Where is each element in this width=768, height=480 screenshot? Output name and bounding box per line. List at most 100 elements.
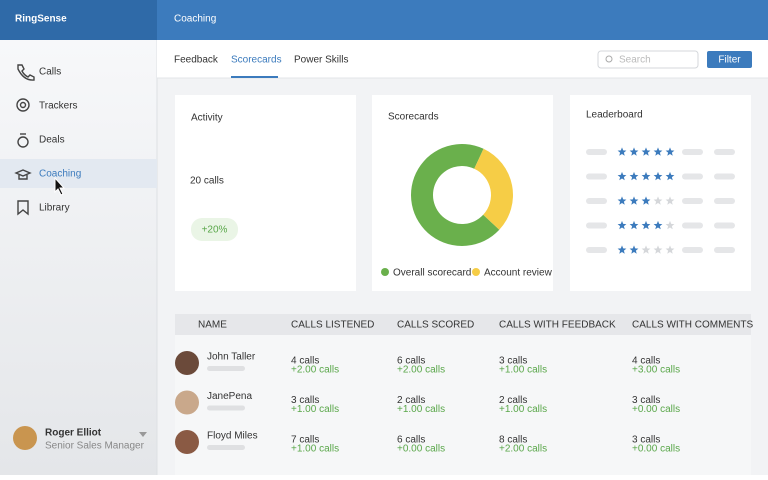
star [629, 245, 639, 254]
column-header: CALLS WITH FEEDBACK [499, 320, 616, 331]
nav-icons [14, 64, 35, 216]
cell-value: 7 calls [291, 435, 319, 446]
donut-segment [474, 148, 513, 230]
placeholder-bar [682, 149, 703, 155]
star [629, 220, 639, 230]
tab[interactable]: Power Skills [294, 55, 348, 66]
table-body-bg [175, 335, 751, 475]
star [665, 147, 675, 156]
star-rating [617, 196, 675, 205]
star [617, 171, 627, 181]
cell-change: +0.00 calls [397, 444, 445, 455]
star [617, 196, 627, 205]
placeholder-bar [207, 405, 245, 411]
star [641, 171, 651, 181]
cell-value: 2 calls [499, 395, 527, 406]
star [665, 171, 675, 181]
card-title: Leaderboard [586, 110, 643, 121]
row-avatar [175, 430, 199, 454]
star [665, 220, 675, 230]
logo: RingSense [15, 14, 67, 25]
column-header: NAME [198, 320, 227, 331]
donut-segment [411, 143, 500, 246]
user-avatar [13, 426, 37, 450]
legend-dot [381, 268, 389, 276]
placeholder-bar [714, 222, 735, 229]
star [653, 220, 663, 230]
placeholder-bar [682, 173, 703, 180]
tab-underline [231, 76, 278, 78]
cell-value: 2 calls [397, 395, 425, 406]
nav-item[interactable]: Trackers [39, 101, 78, 112]
star [629, 147, 639, 156]
star [641, 147, 651, 156]
filter-button[interactable] [707, 51, 752, 68]
star-rating [617, 147, 675, 156]
star-rating [617, 220, 675, 230]
leaderboard-card [570, 95, 751, 291]
nav-item[interactable]: Coaching [39, 169, 81, 180]
cell-value: 4 calls [291, 356, 319, 367]
cell-change: +1.00 calls [291, 404, 339, 415]
nav-item[interactable]: Calls [39, 67, 61, 78]
change-pill [191, 218, 238, 241]
cell-change: +1.00 calls [397, 404, 445, 415]
search-icon [605, 55, 613, 63]
nav-item[interactable]: Library [39, 203, 70, 214]
star [665, 196, 675, 205]
placeholder-bar [586, 149, 607, 155]
logo-bar [0, 0, 157, 40]
star [653, 196, 663, 205]
star [641, 196, 651, 205]
activity-value: 20 calls [190, 176, 224, 187]
cell-value: 6 calls [397, 356, 425, 367]
cell-change: +0.00 calls [632, 404, 680, 415]
legend-label: Account review [484, 268, 553, 279]
cell-change: +1.00 calls [499, 404, 547, 415]
star [617, 147, 627, 156]
column-header: CALLS WITH COMMENTS [632, 320, 753, 331]
placeholder-bar [207, 445, 245, 450]
legend-label: Overall scorecard [393, 268, 471, 279]
card-title: Activity [191, 113, 223, 124]
card-title: Scorecards [388, 112, 439, 123]
column-header: CALLS SCORED [397, 320, 474, 331]
sidebar [0, 40, 157, 475]
placeholder-bar [714, 173, 735, 180]
star [653, 171, 663, 181]
user-menu-caret[interactable] [139, 432, 147, 437]
placeholder-bar [586, 247, 607, 253]
filter-label[interactable]: Filter [718, 55, 741, 66]
cell-change: +2.00 calls [291, 365, 339, 376]
activity-change: +20% [202, 225, 228, 236]
tab[interactable]: Scorecards [231, 55, 282, 66]
cell-value: 8 calls [499, 435, 527, 446]
placeholder-bar [714, 247, 735, 253]
cell-value: 3 calls [632, 435, 660, 446]
cell-value: 3 calls [291, 395, 319, 406]
cell-change: +3.00 calls [632, 365, 680, 376]
nav-item[interactable]: Deals [39, 135, 65, 146]
search-box[interactable] [597, 50, 699, 69]
row-name: JanePena [207, 391, 252, 402]
star [665, 245, 675, 254]
row-avatar [175, 390, 199, 415]
star-rating [617, 171, 675, 181]
star [641, 245, 651, 254]
placeholder-bar [586, 173, 607, 180]
nav-active-bg [0, 159, 157, 188]
tab[interactable]: Feedback [174, 55, 219, 66]
search-placeholder: Search [619, 55, 651, 66]
placeholder-bar [682, 247, 703, 253]
placeholder-bar [586, 222, 607, 229]
placeholder-bar [586, 198, 607, 204]
row-name: Floyd Miles [207, 431, 258, 442]
star [641, 220, 651, 230]
row-name: John Taller [207, 352, 256, 363]
cell-change: +1.00 calls [291, 444, 339, 455]
user-name: Roger Elliot [45, 428, 102, 439]
star-rating [617, 245, 675, 254]
cell-change: +2.00 calls [397, 365, 445, 376]
user-role: Senior Sales Manager [45, 441, 145, 452]
